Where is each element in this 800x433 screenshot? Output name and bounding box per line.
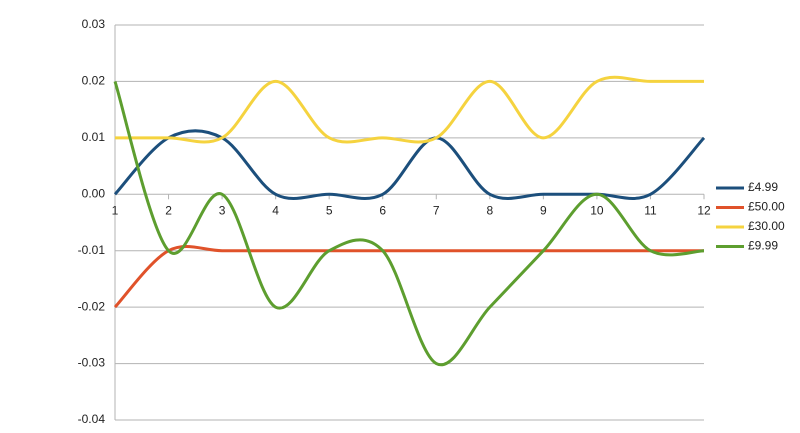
y-tick-label: 0.01 [82, 130, 106, 144]
x-tick-label: 9 [540, 203, 547, 217]
y-tick-label: -0.04 [78, 412, 106, 426]
line-series [115, 75, 704, 144]
y-tick-label: 0.02 [82, 74, 106, 88]
legend-label: £4.99 [748, 180, 778, 194]
legend-label: £9.99 [748, 239, 778, 253]
x-tick-label: 6 [379, 203, 386, 217]
y-tick-label: -0.02 [78, 299, 106, 313]
x-tick-label: 2 [165, 203, 172, 217]
y-tick-label: 0.03 [82, 17, 106, 31]
x-tick-label: 8 [486, 203, 493, 217]
y-tick-label: -0.01 [78, 243, 106, 257]
x-tick-label: 4 [272, 203, 279, 217]
x-tick-label: 10 [590, 203, 604, 217]
x-tick-label: 5 [326, 203, 333, 217]
x-tick-label: 7 [433, 203, 440, 217]
x-tick-label: 1 [112, 203, 119, 217]
y-tick-label: -0.03 [78, 356, 106, 370]
legend-label: £30.00 [748, 219, 785, 233]
x-tick-label: 11 [644, 203, 657, 217]
x-tick-label: 3 [219, 203, 226, 217]
legend-label: £50.00 [748, 200, 785, 214]
line-series [113, 80, 705, 367]
x-tick-label: 12 [697, 203, 711, 217]
y-tick-label: 0.00 [82, 186, 106, 200]
line-series [113, 245, 704, 309]
